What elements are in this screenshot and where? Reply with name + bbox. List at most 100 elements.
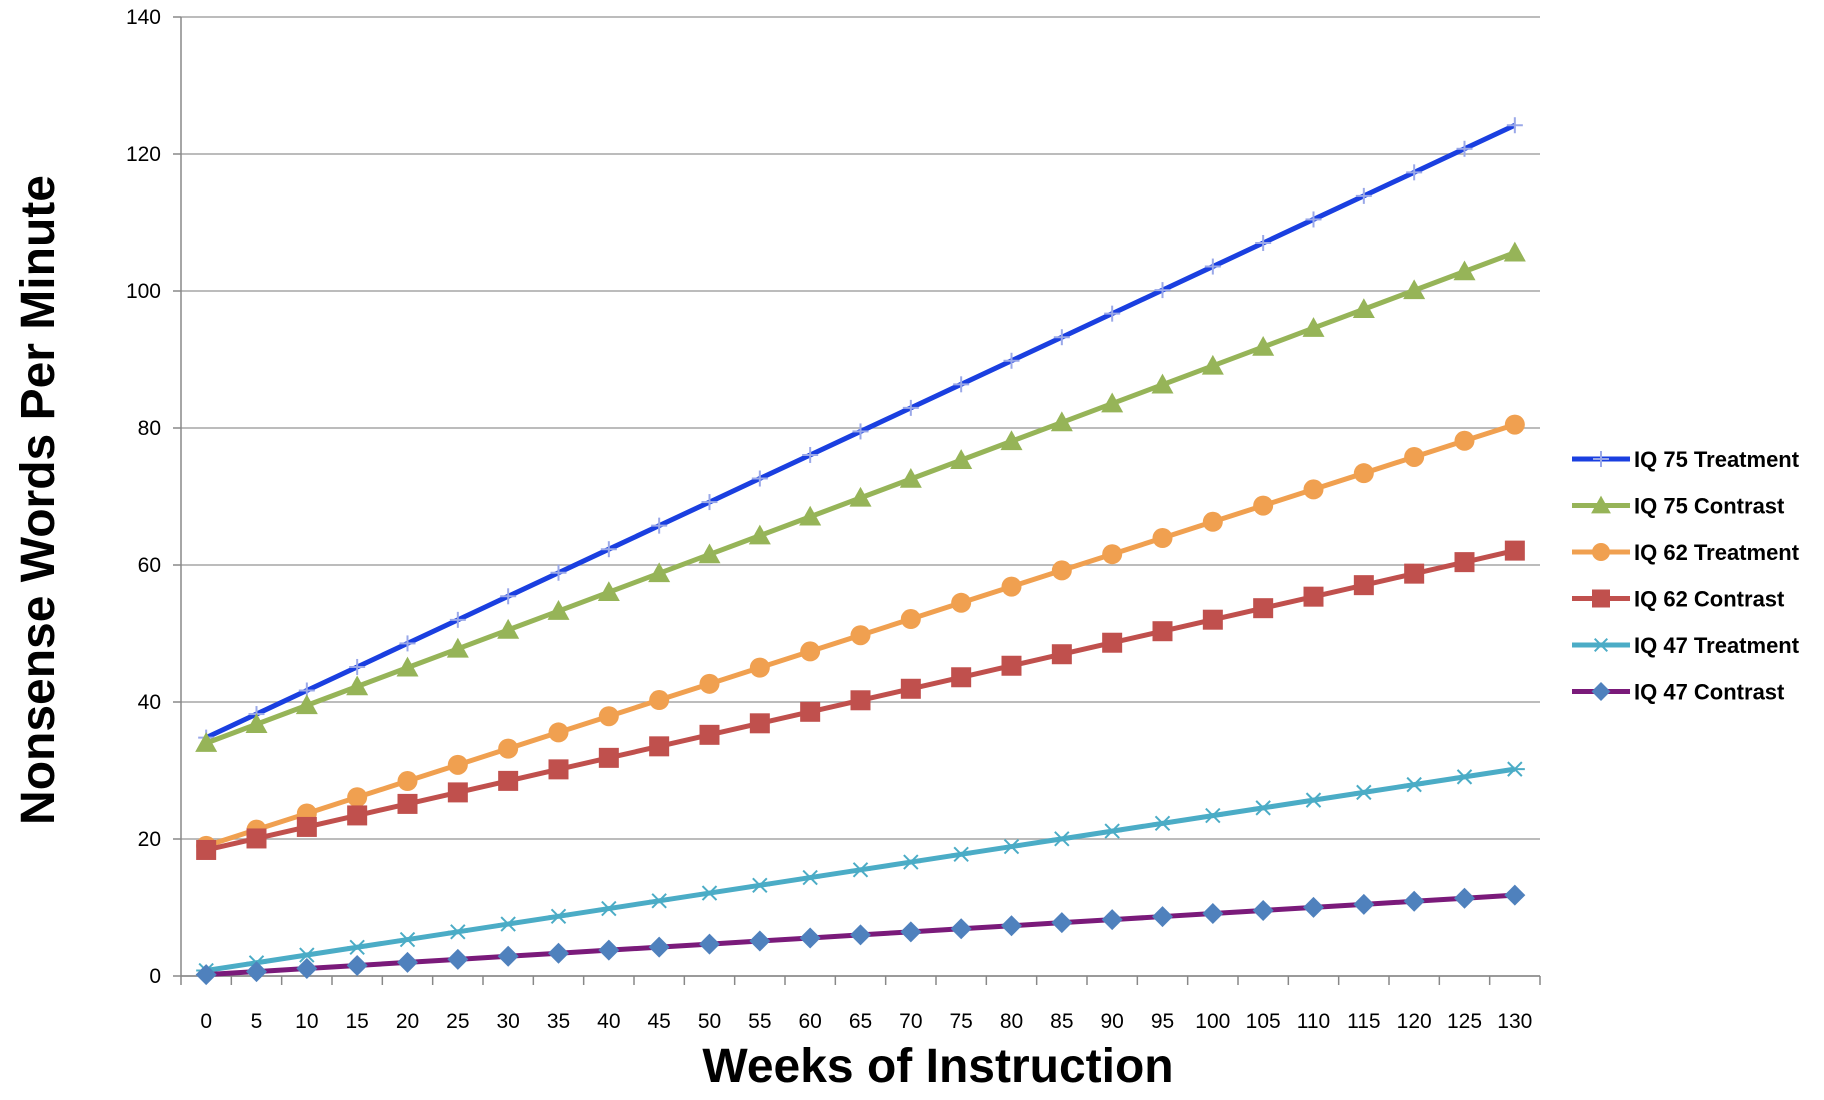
- data-point: [649, 736, 669, 756]
- data-point: [599, 706, 619, 726]
- x-tick-label: 70: [899, 1010, 922, 1033]
- data-point: [1353, 894, 1374, 915]
- data-point: [599, 902, 619, 916]
- data-point: [1054, 329, 1070, 345]
- data-point: [1354, 463, 1374, 483]
- data-point: [601, 541, 617, 557]
- legend-label: IQ 75 Contrast: [1634, 494, 1785, 519]
- data-point: [1102, 824, 1122, 838]
- data-point: [1002, 840, 1022, 854]
- data-point: [1253, 900, 1274, 921]
- data-point: [398, 771, 418, 791]
- data-point: [1002, 656, 1022, 676]
- legend-entry: IQ 47 Contrast: [1572, 680, 1785, 705]
- data-point: [699, 934, 720, 955]
- data-point: [951, 847, 971, 861]
- series-iq-47-contrast: [196, 885, 1526, 985]
- data-point: [500, 588, 516, 604]
- data-point: [649, 690, 669, 710]
- data-point: [649, 937, 670, 958]
- data-point: [951, 593, 971, 613]
- y-tick-label: 60: [138, 554, 161, 577]
- data-point: [1505, 541, 1525, 561]
- data-point: [549, 759, 569, 779]
- x-axis-label: Weeks of Instruction: [702, 1040, 1173, 1093]
- x-tick-label: 125: [1447, 1010, 1482, 1033]
- legend-entry: IQ 62 Contrast: [1572, 587, 1785, 612]
- x-tick-label: 80: [1000, 1010, 1023, 1033]
- data-point: [851, 863, 871, 877]
- data-point: [750, 658, 770, 678]
- data-point: [247, 828, 267, 848]
- y-tick-label: 40: [138, 691, 161, 714]
- x-tick-label: 30: [496, 1010, 519, 1033]
- data-point: [599, 748, 619, 768]
- data-point: [1102, 633, 1122, 653]
- data-point: [1051, 912, 1072, 933]
- data-point: [498, 946, 519, 967]
- data-point: [1504, 885, 1525, 906]
- y-tick-label: 140: [126, 6, 161, 29]
- data-point: [1455, 770, 1475, 784]
- data-point: [498, 739, 518, 759]
- data-point: [901, 679, 921, 699]
- data-point: [347, 940, 367, 954]
- data-point: [1505, 762, 1525, 776]
- data-point: [651, 518, 667, 534]
- y-tick-labels: 0 20 40 60 80 100 120 140: [126, 6, 161, 988]
- y-tick-label: 100: [126, 280, 161, 303]
- y-tick-label: 0: [149, 965, 161, 988]
- data-point: [448, 755, 468, 775]
- data-point: [1507, 117, 1523, 133]
- data-point: [1102, 544, 1122, 564]
- x-tick-label: 35: [547, 1010, 570, 1033]
- data-point: [1253, 598, 1273, 618]
- data-point: [749, 931, 770, 952]
- series-iq-62-contrast: [196, 541, 1525, 860]
- data-point: [802, 447, 818, 463]
- data-point: [1202, 903, 1223, 924]
- x-tick-label: 115: [1347, 1010, 1380, 1033]
- data-point: [1002, 577, 1022, 597]
- x-tick-label: 75: [949, 1010, 972, 1033]
- y-tick-label: 20: [138, 828, 161, 851]
- y-axis-label: Nonsense Words Per Minute: [12, 175, 65, 825]
- data-point: [1304, 479, 1324, 499]
- data-point: [1155, 282, 1171, 298]
- data-point: [850, 924, 871, 945]
- legend-label: IQ 75 Treatment: [1634, 447, 1800, 472]
- data-point: [1406, 164, 1422, 180]
- legend-label: IQ 62 Treatment: [1634, 540, 1800, 565]
- legend-label: IQ 47 Contrast: [1634, 680, 1785, 705]
- y-tick-label: 120: [126, 143, 161, 166]
- x-tick-label: 50: [698, 1010, 721, 1033]
- data-point: [1104, 306, 1120, 322]
- data-point: [398, 933, 418, 947]
- x-tick-labels: 0 5 10 15 20 25 30 35 40 45 50 55 60 65 70 75 80 85 90 95 10…: [200, 1010, 1532, 1033]
- x-tick-label: 60: [798, 1010, 821, 1033]
- x-tick-label: 55: [748, 1010, 771, 1033]
- data-point: [750, 713, 770, 733]
- data-point: [498, 771, 518, 791]
- x-tick-label: 85: [1050, 1010, 1073, 1033]
- data-point: [901, 609, 921, 629]
- data-point: [498, 917, 518, 931]
- data-point: [951, 918, 972, 939]
- data-point: [700, 674, 720, 694]
- data-point: [1455, 431, 1475, 451]
- x-tick-label: 20: [396, 1010, 419, 1033]
- x-tick-label: 65: [849, 1010, 872, 1033]
- data-point: [1306, 211, 1322, 227]
- x-tick-label: 5: [251, 1010, 263, 1033]
- data-point: [800, 702, 820, 722]
- x-tick-label: 10: [295, 1010, 318, 1033]
- x-tick-label: 110: [1297, 1010, 1330, 1033]
- data-point: [951, 667, 971, 687]
- data-point: [349, 659, 365, 675]
- legend-entry: IQ 75 Treatment: [1572, 447, 1800, 472]
- series-group: [195, 117, 1526, 985]
- data-point: [1504, 242, 1526, 262]
- data-point: [347, 955, 368, 976]
- data-point: [1454, 888, 1475, 909]
